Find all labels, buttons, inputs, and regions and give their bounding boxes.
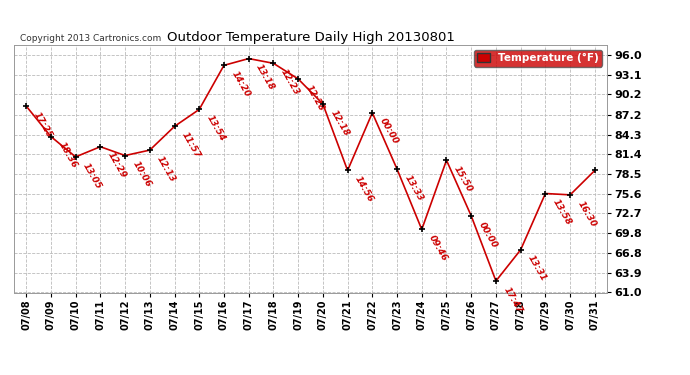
Text: 12:28: 12:28 (304, 83, 326, 112)
Text: 00:00: 00:00 (378, 117, 400, 146)
Text: Copyright 2013 Cartronics.com: Copyright 2013 Cartronics.com (20, 33, 161, 42)
Text: 18:36: 18:36 (57, 141, 79, 170)
Text: 12:29: 12:29 (106, 151, 128, 180)
Text: 12:18: 12:18 (328, 108, 351, 138)
Text: 10:06: 10:06 (130, 160, 152, 189)
Text: 11:57: 11:57 (180, 130, 202, 160)
Text: 13:31: 13:31 (526, 254, 549, 283)
Text: 12:23: 12:23 (279, 68, 301, 97)
Legend: Temperature (°F): Temperature (°F) (474, 50, 602, 66)
Text: 14:20: 14:20 (230, 69, 252, 99)
Text: 13:58: 13:58 (551, 198, 573, 227)
Text: 15:50: 15:50 (452, 165, 474, 194)
Text: 16:30: 16:30 (575, 199, 598, 228)
Text: 13:54: 13:54 (205, 114, 227, 143)
Text: 13:18: 13:18 (254, 63, 277, 92)
Text: 12:13: 12:13 (155, 154, 177, 183)
Text: 09:46: 09:46 (427, 234, 449, 263)
Text: 00:00: 00:00 (477, 220, 499, 249)
Text: 17:25: 17:25 (32, 110, 54, 140)
Title: Outdoor Temperature Daily High 20130801: Outdoor Temperature Daily High 20130801 (166, 31, 455, 44)
Text: 13:05: 13:05 (81, 161, 104, 190)
Text: 13:33: 13:33 (402, 173, 425, 202)
Text: 17:47: 17:47 (502, 285, 524, 314)
Text: 14:56: 14:56 (353, 175, 375, 204)
